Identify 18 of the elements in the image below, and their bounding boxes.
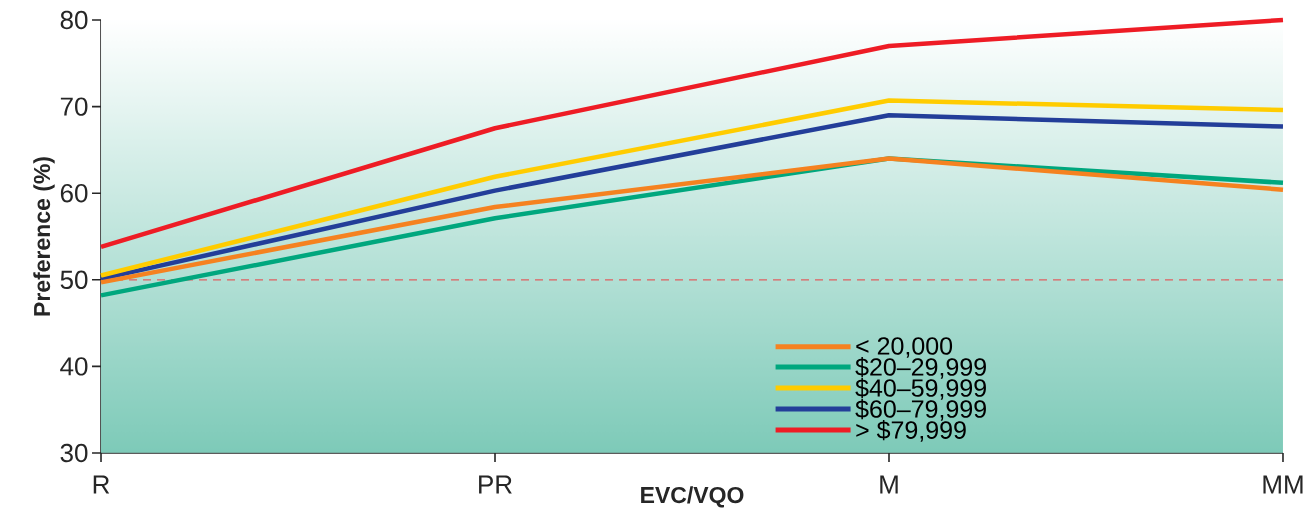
legend-label: < 20,000	[856, 337, 953, 358]
y-tick-label: 50	[60, 270, 88, 289]
legend-label: > $79,999	[856, 420, 966, 442]
x-tick-label: MM	[1263, 475, 1303, 494]
x-tick-label: PR	[479, 475, 512, 494]
x-axis-title: EVC/VQO	[641, 486, 744, 508]
legend-label: $60–79,999	[855, 399, 986, 421]
line-series	[98, 17, 1286, 250]
x-tick-label: R	[93, 475, 110, 494]
legend-label: $40–59,999	[855, 378, 986, 400]
y-tick-label: 80	[60, 10, 88, 30]
legend-label: $20–29,999	[855, 357, 986, 379]
y-tick-label: 30	[60, 443, 88, 463]
y-axis-title: Preference (%)	[33, 157, 55, 316]
y-tick-label: 70	[60, 97, 88, 116]
y-tick-label: 40	[60, 357, 88, 376]
x-tick-label: M	[880, 475, 898, 494]
y-tick-label: 60	[60, 183, 88, 203]
